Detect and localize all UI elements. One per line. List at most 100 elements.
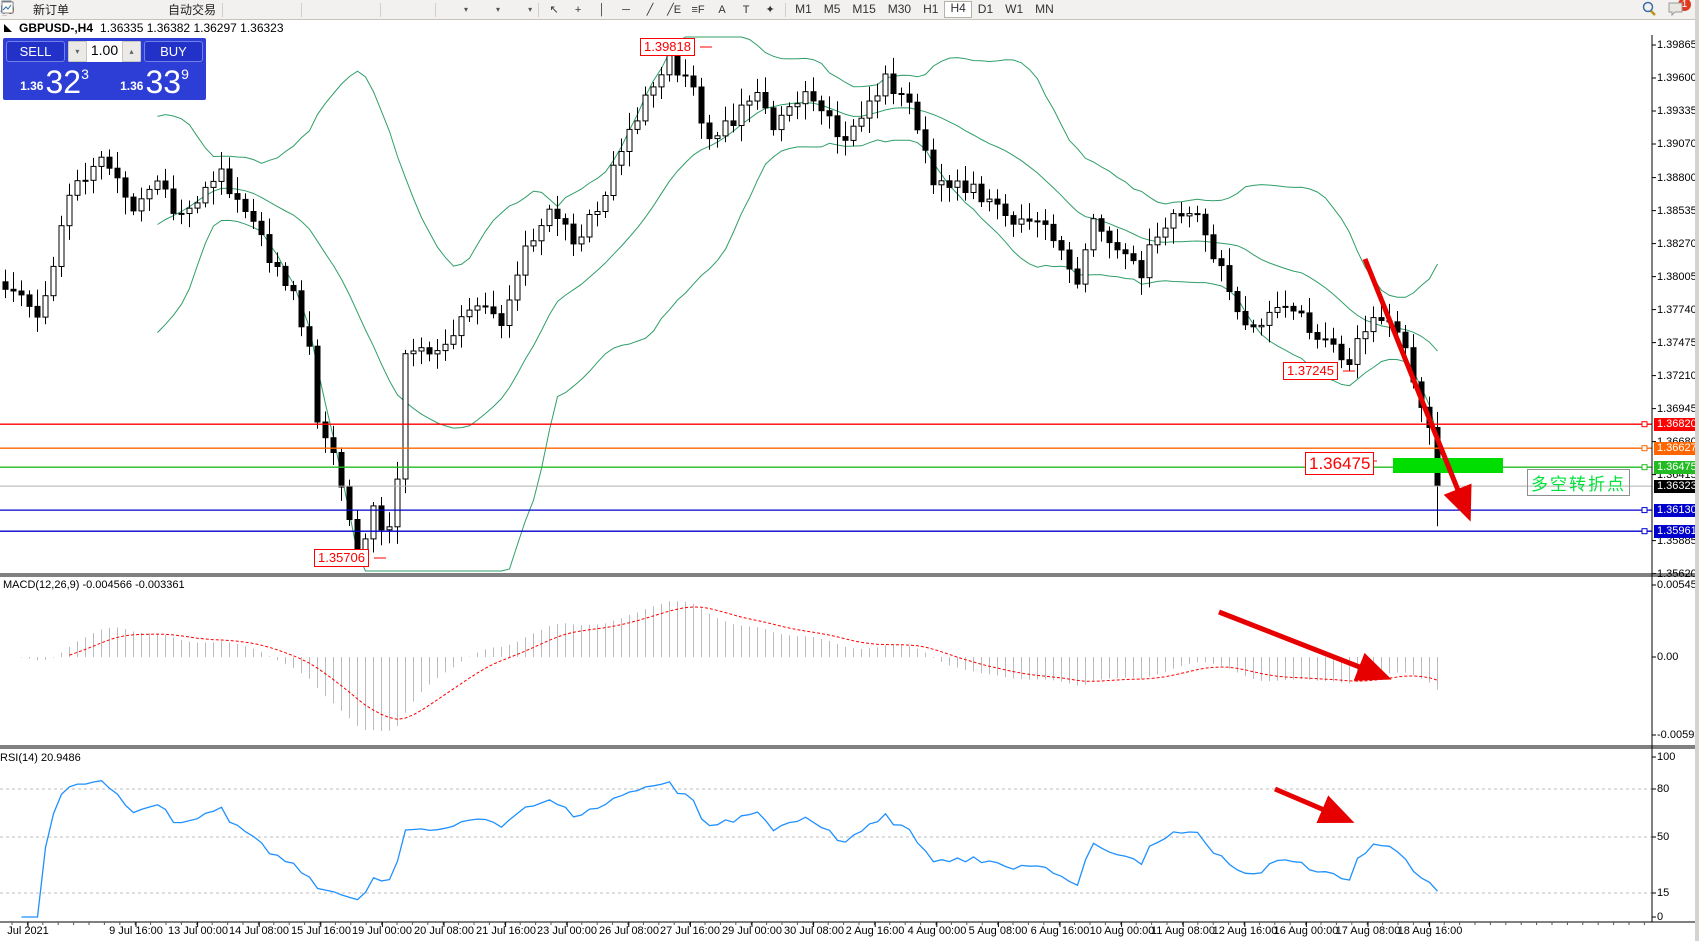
price-level-badge[interactable]: 1.36475 <box>1654 461 1699 474</box>
rsi-line <box>21 780 1438 918</box>
hline-icon[interactable]: ─ <box>622 3 630 16</box>
time-axis-label: Jul 2021 <box>7 925 49 937</box>
price-axis-tick: 1.39070 <box>1657 138 1697 150</box>
fibonacci-icon[interactable]: ≡F <box>691 3 705 16</box>
arrows-icon[interactable]: ✦ <box>765 4 775 16</box>
time-axis-label: 26 Jul 08:00 <box>599 925 659 937</box>
trend-arrow-objects[interactable] <box>1218 258 1472 823</box>
price-axis-tick: 1.39865 <box>1657 39 1697 51</box>
price-callout-label[interactable]: 1.35706 <box>314 549 369 568</box>
autotrading-button[interactable]: 自动交易 <box>1 1 219 18</box>
price-axis-tick: 1.35620 <box>1657 568 1697 580</box>
horizontal-line-objects[interactable] <box>0 421 1652 535</box>
price-level-badge[interactable]: 1.36627 <box>1654 442 1699 455</box>
time-axis-label: 17 Aug 08:00 <box>1335 925 1401 937</box>
rsi-axis-tick: 15 <box>1657 887 1670 899</box>
price-level-badge[interactable]: 1.35961 <box>1654 525 1699 538</box>
crosshair-icon[interactable]: + <box>574 3 582 16</box>
charts-gold-icon <box>1 2 93 17</box>
time-axis-label: 18 Aug 16:00 <box>1397 925 1463 937</box>
periods-icon[interactable]: ▾ <box>1 1 503 18</box>
autotrading-icon <box>1 2 165 17</box>
text-icon[interactable]: A <box>718 3 726 16</box>
time-axis-label: 10 Aug 00:00 <box>1089 925 1155 937</box>
main-toolbar: 新订单 自动交易 ▾ ▾ ▾ ↖ + │ ─ ╱ ╱E ≡F A T ✦ M1 M5 M15 M30 H1 H4 D1 W1… <box>0 0 1695 20</box>
bar-chart-icon[interactable] <box>1 1 250 18</box>
volume-up-icon[interactable]: ▴ <box>122 41 141 62</box>
panel-separators <box>0 35 1695 923</box>
one-click-trading-panel: SELL ▾ 1.00 ▴ BUY 1.36 32 3 1.36 33 9 <box>3 38 206 100</box>
charts-gold-icon[interactable] <box>1 1 96 18</box>
timeframe-m5[interactable]: M5 <box>823 2 841 16</box>
line-chart-icon[interactable] <box>0 1 298 18</box>
market-window-icon[interactable] <box>1 1 120 18</box>
new-order-button[interactable]: 新订单 <box>1 0 72 18</box>
symbol-triangle-icon <box>4 23 12 32</box>
search-icon[interactable] <box>1641 1 1659 16</box>
autotrading-label: 自动交易 <box>168 3 217 17</box>
channel-icon[interactable]: ╱E <box>667 4 682 16</box>
price-axis-tick: 1.37210 <box>1657 370 1697 382</box>
timeframe-w1[interactable]: W1 <box>1005 2 1024 16</box>
signal-icon[interactable] <box>2 1 144 18</box>
signal-icon <box>2 2 141 17</box>
text-annotation[interactable]: 多空转折点 <box>1527 469 1630 496</box>
sell-button[interactable]: SELL <box>6 41 65 62</box>
timeframe-h4[interactable]: H4 <box>944 1 972 18</box>
indicators-icon[interactable]: ▾ <box>0 1 471 18</box>
cursor-icon[interactable]: ↖ <box>549 4 559 16</box>
volume-stepper[interactable]: ▾ 1.00 ▴ <box>68 41 141 62</box>
trendline-icon[interactable]: ╱ <box>646 4 654 16</box>
time-axis-label: 11 Aug 08:00 <box>1150 925 1216 937</box>
chart-shift-icon[interactable] <box>2 1 432 18</box>
timeframe-m1[interactable]: M1 <box>795 2 812 16</box>
window-edge <box>1695 0 1699 941</box>
price-axis-tick: 1.38005 <box>1657 271 1697 283</box>
timeframe-h1[interactable]: H1 <box>923 2 939 16</box>
symbol-ohlc: 1.36335 1.36382 1.36297 1.36323 <box>100 20 284 35</box>
timeframe-m30[interactable]: M30 <box>887 2 912 16</box>
macd-signal-line <box>69 606 1438 720</box>
macd-axis-tick: 0.005455 <box>1657 579 1699 591</box>
price-level-badge[interactable]: 1.36820 <box>1654 418 1699 431</box>
timeframe-mn[interactable]: MN <box>1035 2 1054 16</box>
price-axis-tick: 1.37475 <box>1657 337 1697 349</box>
timeframe-m15[interactable]: M15 <box>852 2 876 16</box>
time-axis-label: 4 Aug 00:00 <box>907 925 967 937</box>
auto-scroll-icon[interactable] <box>2 1 408 18</box>
price-level-badge[interactable]: 1.36130 <box>1654 504 1699 517</box>
vline-icon[interactable]: │ <box>598 3 606 16</box>
macd-axis-tick: -0.005938 <box>1657 729 1699 741</box>
price-callout-label[interactable]: 1.37245 <box>1283 362 1338 381</box>
buy-price[interactable]: 1.36 33 9 <box>120 64 189 100</box>
chart-title: GBPUSD-,H4 1.36335 1.36382 1.36297 1.363… <box>4 20 284 35</box>
time-axis-label: 20 Jul 08:00 <box>414 925 474 937</box>
time-axis-label: 6 Aug 16:00 <box>1030 925 1090 937</box>
time-axis-label: 12 Aug 16:00 <box>1212 925 1278 937</box>
price-axis-tick: 1.36945 <box>1657 403 1697 415</box>
price-callout-label[interactable]: 1.36475 <box>1305 452 1375 476</box>
rsi-axis-tick: 50 <box>1657 831 1670 843</box>
time-axis-label: 13 Jul 00:00 <box>168 925 228 937</box>
time-axis-label: 21 Jul 16:00 <box>476 925 536 937</box>
comments-icon[interactable]: 1 <box>1667 0 1691 17</box>
timeframe-d1[interactable]: D1 <box>977 2 994 16</box>
price-axis-tick: 1.39335 <box>1657 105 1697 117</box>
buy-button[interactable]: BUY <box>144 41 203 62</box>
current-price-badge: 1.36323 <box>1654 480 1699 493</box>
price-axis-tick: 1.35885 <box>1657 535 1697 547</box>
volume-value[interactable]: 1.00 <box>90 42 119 58</box>
label-icon[interactable]: T <box>742 3 750 16</box>
templates-icon[interactable]: ▾ <box>1 1 535 18</box>
sell-price[interactable]: 1.36 32 3 <box>20 64 89 100</box>
zoom-out-icon[interactable] <box>1 1 353 18</box>
tile-windows-icon[interactable] <box>2 1 377 18</box>
volume-down-icon[interactable]: ▾ <box>68 41 87 62</box>
time-axis-label: 5 Aug 08:00 <box>968 925 1028 937</box>
price-callout-label[interactable]: 1.39818 <box>640 38 695 57</box>
zoom-in-icon[interactable] <box>1 1 329 18</box>
rsi-axis-tick: 100 <box>1657 751 1676 763</box>
time-axis-label: 14 Jul 08:00 <box>229 925 289 937</box>
candlestick-icon[interactable] <box>2 1 274 18</box>
